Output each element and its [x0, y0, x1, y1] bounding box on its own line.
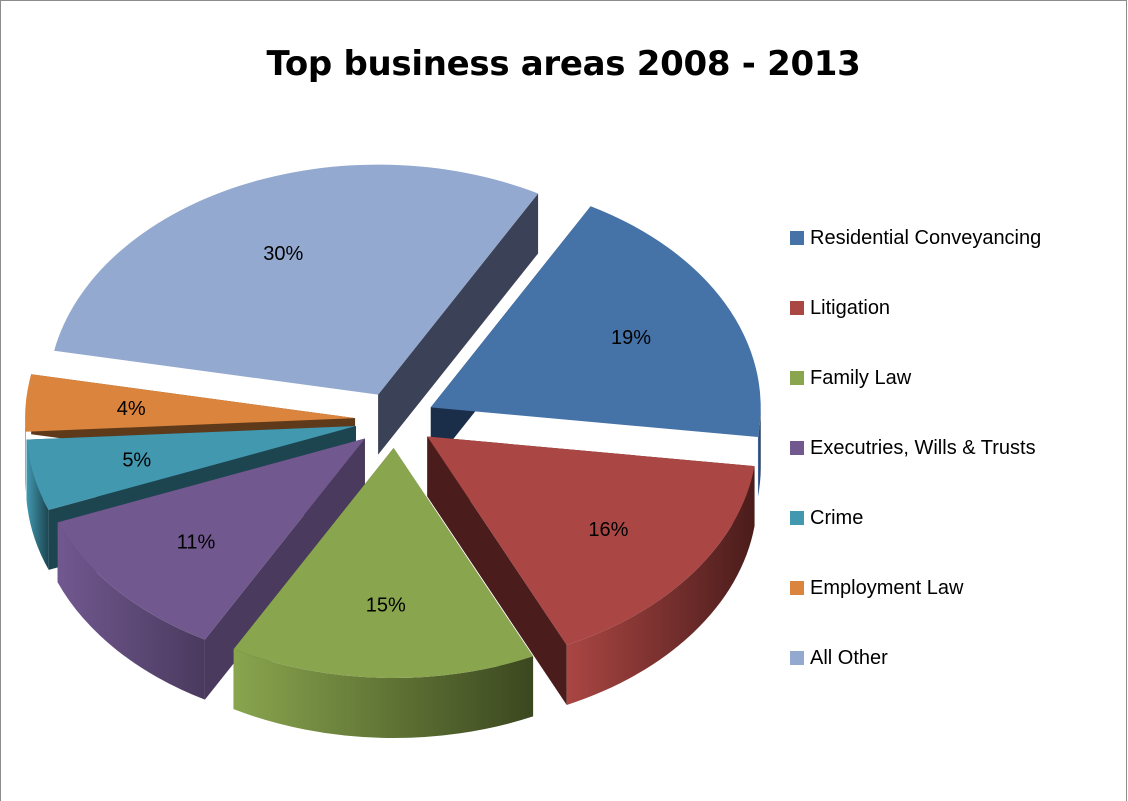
- data-label-litigation: 16%: [588, 519, 628, 541]
- data-label-crime: 5%: [122, 450, 151, 472]
- data-label-employment-law: 4%: [117, 398, 146, 420]
- data-label-family-law: 15%: [366, 594, 406, 616]
- legend-swatch: [790, 441, 804, 455]
- legend-label: Family Law: [810, 360, 911, 396]
- legend-item-residential-conveyancing: Residential Conveyancing: [790, 220, 1120, 290]
- data-label-executries-wills-trusts: 11%: [177, 531, 216, 553]
- legend-item-all-other: All Other: [790, 640, 1120, 710]
- legend-item-crime: Crime: [790, 500, 1120, 570]
- legend-label: All Other: [810, 640, 888, 676]
- legend-item-family-law: Family Law: [790, 360, 1120, 430]
- legend-label: Residential Conveyancing: [810, 220, 1041, 256]
- legend-swatch: [790, 301, 804, 315]
- legend-item-litigation: Litigation: [790, 290, 1120, 360]
- data-label-all-other: 30%: [263, 243, 303, 265]
- data-label-residential-conveyancing: 19%: [611, 327, 651, 349]
- legend-label: Litigation: [810, 290, 890, 326]
- legend-label: Employment Law: [810, 570, 963, 606]
- slice-top: [54, 165, 538, 395]
- legend-swatch: [790, 231, 804, 245]
- legend-label: Crime: [810, 500, 863, 536]
- legend-swatch: [790, 371, 804, 385]
- legend-swatch: [790, 651, 804, 665]
- legend-item-executries-wills-trusts: Executries, Wills & Trusts: [790, 430, 1120, 500]
- legend-swatch: [790, 581, 804, 595]
- legend-swatch: [790, 511, 804, 525]
- legend-label: Executries, Wills & Trusts: [810, 430, 1036, 466]
- legend: Residential Conveyancing Litigation Family…: [790, 220, 1120, 710]
- legend-item-employment-law: Employment Law: [790, 570, 1120, 640]
